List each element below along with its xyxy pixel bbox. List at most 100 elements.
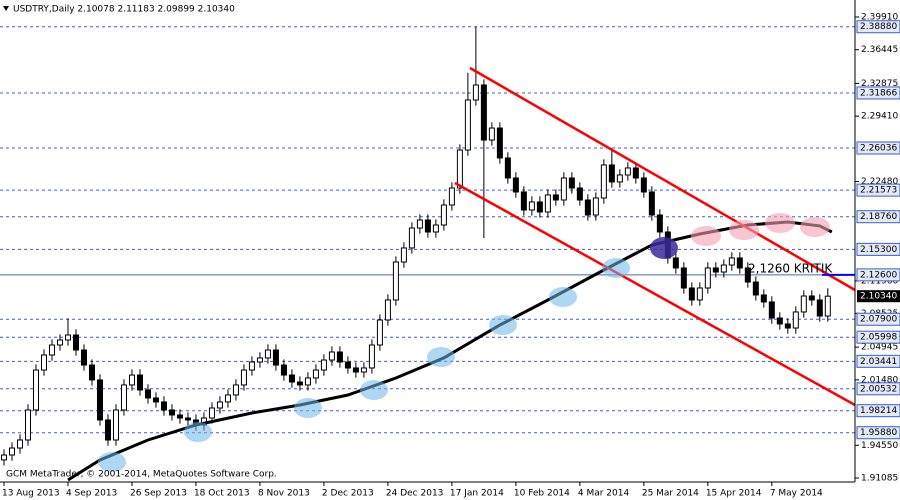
y-tick-label: 1.94550 bbox=[861, 441, 898, 451]
level-label-box bbox=[856, 404, 900, 418]
candle-body bbox=[712, 267, 719, 273]
candle-body bbox=[320, 359, 327, 371]
level-label-box bbox=[856, 312, 900, 326]
marker bbox=[549, 287, 577, 307]
candle-body bbox=[512, 177, 519, 193]
x-tick-label: 18 Oct 2013 bbox=[194, 489, 250, 499]
levels-layer bbox=[0, 26, 855, 434]
candle-body bbox=[496, 127, 503, 159]
candle-body bbox=[184, 417, 191, 421]
candle-body bbox=[488, 127, 495, 141]
kritik-label-box bbox=[856, 268, 900, 282]
candle-body bbox=[464, 99, 471, 151]
level-label-box bbox=[856, 242, 900, 256]
level-label: 2.03441 bbox=[860, 357, 897, 367]
candle-body bbox=[696, 287, 703, 301]
candle-body bbox=[328, 351, 335, 361]
level-label-box bbox=[856, 354, 900, 368]
level-label-box bbox=[856, 141, 900, 155]
level-label-box bbox=[856, 20, 900, 34]
x-tick-label: 26 Sep 2013 bbox=[130, 489, 187, 499]
candle-body bbox=[456, 149, 463, 189]
candle-body bbox=[104, 419, 111, 441]
candle-body bbox=[608, 164, 615, 183]
candle-body bbox=[256, 357, 263, 363]
candle-body bbox=[152, 397, 159, 403]
kritik-text: 2,1260 KRITIK bbox=[748, 261, 833, 275]
candle-body bbox=[8, 447, 15, 456]
candle-body bbox=[776, 317, 783, 325]
marker bbox=[800, 217, 830, 237]
marker bbox=[184, 422, 212, 442]
candle-body bbox=[264, 349, 271, 359]
candle-body bbox=[552, 194, 559, 201]
candle-body bbox=[24, 409, 31, 441]
y-tick-label: 2.39910 bbox=[861, 13, 898, 23]
candle-body bbox=[824, 295, 831, 317]
candle-body bbox=[168, 409, 175, 416]
candle-body bbox=[424, 219, 431, 233]
candle-body bbox=[112, 409, 119, 441]
marker bbox=[489, 315, 517, 335]
candle-body bbox=[520, 191, 527, 211]
candle-body bbox=[672, 257, 679, 269]
channel-upper bbox=[469, 66, 856, 292]
candle-body bbox=[760, 294, 767, 303]
candle-body bbox=[280, 364, 287, 376]
candle-body bbox=[56, 339, 63, 346]
level-label: 2.38880 bbox=[860, 22, 897, 32]
kritik-label: 2.12600 bbox=[860, 270, 897, 280]
candle-body bbox=[728, 257, 735, 266]
marker bbox=[691, 226, 721, 246]
candle-body bbox=[344, 361, 351, 369]
y-tick-label: 2.32875 bbox=[861, 79, 898, 89]
candle-body bbox=[640, 177, 647, 193]
candle-body bbox=[208, 407, 215, 419]
candle-body bbox=[560, 177, 567, 201]
level-label: 2.21573 bbox=[860, 186, 897, 196]
candle-body bbox=[248, 361, 255, 371]
candle-body bbox=[600, 164, 607, 199]
channel-lower bbox=[454, 181, 856, 407]
candle-body bbox=[648, 191, 655, 216]
candle-body bbox=[304, 377, 311, 386]
candle-body bbox=[592, 197, 599, 216]
candle-body bbox=[800, 295, 807, 313]
candle-body bbox=[392, 261, 399, 301]
level-label-box bbox=[856, 210, 900, 224]
y-tick-label: 2.36445 bbox=[861, 45, 898, 55]
candle-body bbox=[480, 84, 487, 141]
candle-body bbox=[576, 187, 583, 201]
candle-body bbox=[376, 319, 383, 346]
candle-body bbox=[384, 299, 391, 321]
marker bbox=[765, 213, 795, 233]
x-tick-label: 2 Dec 2013 bbox=[322, 489, 374, 499]
candle-body bbox=[680, 267, 687, 289]
candle-body bbox=[736, 257, 743, 269]
marker bbox=[98, 452, 126, 472]
marker bbox=[427, 347, 455, 367]
candle-body bbox=[768, 301, 775, 319]
candle-body bbox=[688, 287, 695, 301]
chart-title: USDTRY,Daily 2.10078 2.11183 2.09899 2.1… bbox=[13, 5, 235, 15]
candle-body bbox=[176, 414, 183, 419]
marker bbox=[360, 380, 388, 400]
candle-body bbox=[64, 334, 71, 341]
candle-body bbox=[816, 299, 823, 317]
y-tick-label: 2.01480 bbox=[861, 375, 898, 385]
y-tick-label: 2.22480 bbox=[861, 177, 898, 187]
candle-body bbox=[144, 389, 151, 399]
x-tick-label: 17 Jan 2014 bbox=[450, 489, 504, 499]
candle-body bbox=[792, 311, 799, 329]
candle-body bbox=[368, 344, 375, 369]
candle-body bbox=[720, 264, 727, 273]
candle-body bbox=[128, 374, 135, 386]
footer: GCM MetaTrader, © 2001-2014, MetaQuotes … bbox=[6, 470, 277, 480]
level-label-box bbox=[856, 382, 900, 396]
candle-body bbox=[616, 174, 623, 183]
current-price-label: 2.10340 bbox=[860, 292, 897, 302]
candle-body bbox=[216, 401, 223, 409]
x-tick-label: 7 May 2014 bbox=[770, 489, 823, 499]
